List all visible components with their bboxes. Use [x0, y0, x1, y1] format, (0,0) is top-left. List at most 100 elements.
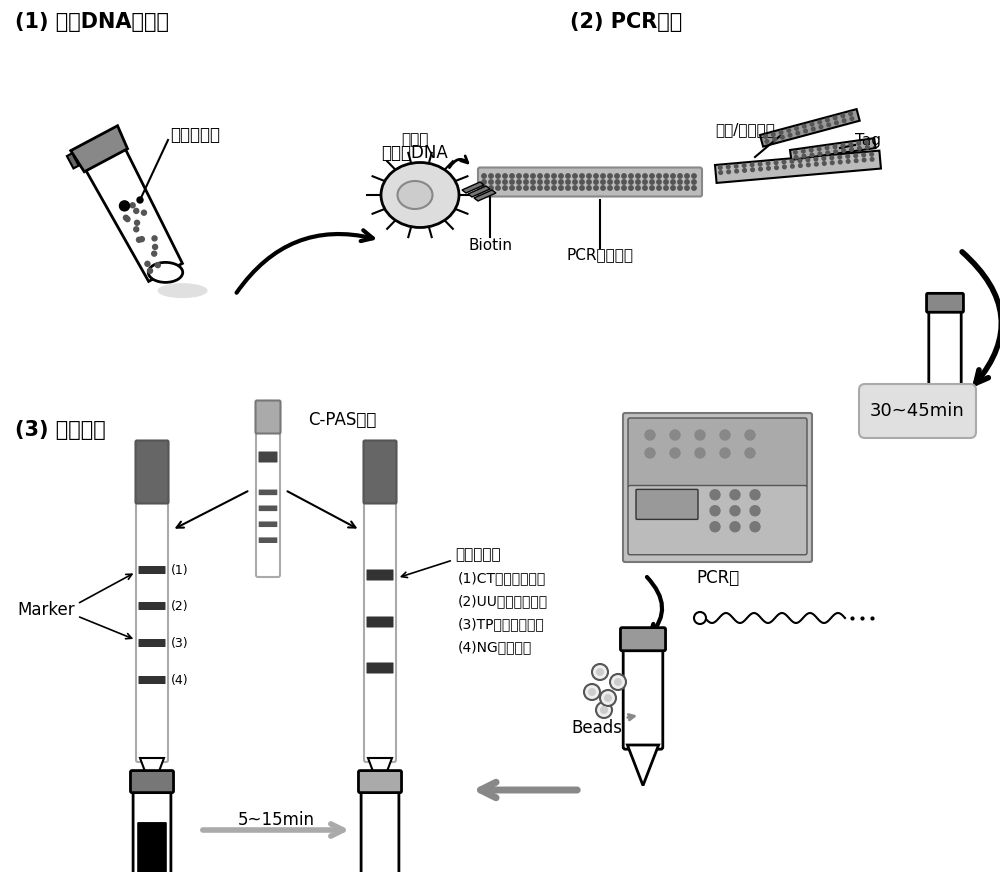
Circle shape — [678, 186, 682, 190]
Circle shape — [710, 521, 720, 532]
Circle shape — [842, 119, 846, 123]
Circle shape — [833, 116, 837, 119]
Circle shape — [858, 146, 861, 150]
Circle shape — [622, 180, 626, 184]
FancyBboxPatch shape — [628, 418, 807, 487]
Circle shape — [538, 174, 542, 178]
Circle shape — [517, 180, 521, 184]
Circle shape — [730, 521, 740, 532]
Circle shape — [592, 664, 608, 680]
Circle shape — [552, 180, 556, 184]
Circle shape — [782, 160, 786, 164]
Polygon shape — [140, 758, 164, 790]
FancyBboxPatch shape — [628, 486, 807, 555]
Polygon shape — [85, 147, 182, 282]
Circle shape — [788, 133, 792, 137]
Circle shape — [510, 180, 514, 184]
Text: Biotin: Biotin — [468, 237, 512, 253]
Circle shape — [671, 180, 675, 184]
Circle shape — [685, 186, 689, 190]
FancyBboxPatch shape — [259, 521, 277, 527]
Circle shape — [510, 186, 514, 190]
Circle shape — [587, 180, 591, 184]
Circle shape — [810, 122, 814, 126]
Circle shape — [825, 146, 829, 150]
Circle shape — [822, 157, 826, 160]
FancyBboxPatch shape — [358, 771, 402, 793]
Circle shape — [750, 521, 760, 532]
Circle shape — [643, 174, 647, 178]
Circle shape — [531, 186, 535, 190]
Circle shape — [545, 174, 549, 178]
Circle shape — [134, 208, 139, 214]
Circle shape — [510, 174, 514, 178]
Circle shape — [566, 174, 570, 178]
Circle shape — [524, 174, 528, 178]
Circle shape — [545, 186, 549, 190]
Circle shape — [830, 156, 834, 160]
Text: Tag: Tag — [855, 133, 881, 147]
Circle shape — [610, 674, 626, 690]
Circle shape — [799, 164, 802, 167]
Circle shape — [601, 174, 605, 178]
Circle shape — [629, 174, 633, 178]
Circle shape — [566, 180, 570, 184]
Circle shape — [850, 147, 853, 151]
FancyBboxPatch shape — [366, 617, 394, 628]
Circle shape — [854, 153, 858, 158]
Circle shape — [671, 186, 675, 190]
Circle shape — [841, 144, 845, 147]
FancyBboxPatch shape — [366, 569, 394, 581]
Circle shape — [524, 186, 528, 190]
Circle shape — [838, 160, 842, 164]
Circle shape — [846, 160, 850, 163]
Circle shape — [815, 162, 818, 166]
Text: (3): (3) — [171, 637, 189, 650]
Circle shape — [573, 186, 577, 190]
Circle shape — [622, 186, 626, 190]
Polygon shape — [760, 109, 860, 146]
Text: (1): (1) — [171, 563, 189, 576]
Circle shape — [835, 121, 838, 125]
Text: PCR扩增产物: PCR扩增产物 — [566, 248, 634, 262]
Circle shape — [794, 155, 798, 159]
Text: C-PAS膜条: C-PAS膜条 — [308, 411, 376, 429]
Circle shape — [482, 180, 486, 184]
Circle shape — [790, 160, 794, 163]
Circle shape — [594, 186, 598, 190]
Circle shape — [775, 166, 778, 169]
Circle shape — [594, 180, 598, 184]
Circle shape — [862, 153, 865, 157]
Circle shape — [720, 448, 730, 458]
Circle shape — [720, 430, 730, 440]
Circle shape — [657, 180, 661, 184]
Text: (2): (2) — [171, 600, 189, 612]
Circle shape — [636, 180, 640, 184]
Ellipse shape — [158, 283, 208, 298]
Polygon shape — [468, 186, 490, 197]
Circle shape — [834, 150, 837, 153]
Ellipse shape — [398, 181, 432, 209]
Circle shape — [489, 180, 493, 184]
FancyBboxPatch shape — [623, 646, 663, 749]
FancyBboxPatch shape — [364, 440, 396, 503]
Circle shape — [730, 490, 740, 500]
Circle shape — [801, 149, 805, 153]
Text: Marker: Marker — [17, 601, 75, 619]
Polygon shape — [933, 389, 957, 423]
Circle shape — [857, 141, 861, 145]
Circle shape — [636, 174, 640, 178]
FancyBboxPatch shape — [137, 822, 167, 872]
Circle shape — [148, 269, 153, 273]
Circle shape — [580, 186, 584, 190]
Circle shape — [694, 612, 706, 624]
Circle shape — [678, 174, 682, 178]
Circle shape — [596, 668, 604, 676]
Circle shape — [615, 186, 619, 190]
Circle shape — [794, 151, 797, 154]
Circle shape — [830, 161, 834, 165]
Circle shape — [819, 126, 823, 129]
Circle shape — [806, 158, 810, 161]
Circle shape — [685, 174, 689, 178]
Circle shape — [734, 164, 738, 168]
